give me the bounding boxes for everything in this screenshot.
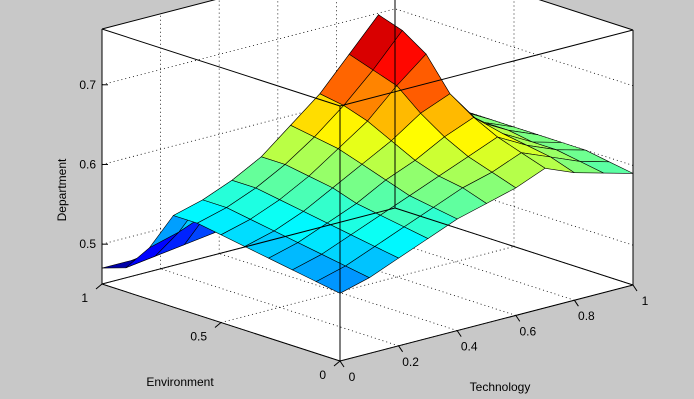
x-tick-label: 1 [642, 294, 649, 308]
x-tick-mark [339, 360, 345, 368]
x-tick-mark [398, 345, 404, 353]
y-tick-label: 0 [319, 368, 326, 382]
z-tick-label: 0.6 [79, 157, 96, 171]
grid-line [101, 8, 396, 86]
x-tick-mark [632, 284, 638, 292]
z-axis-label: Department [55, 158, 69, 221]
x-tick-label: 0.8 [578, 309, 595, 323]
x-tick-label: 0.2 [402, 355, 419, 369]
y-tick-mark [95, 283, 103, 290]
frame-edge [101, 207, 396, 285]
grid-line [394, 8, 634, 87]
z-tick-label: 0.7 [79, 78, 96, 92]
frame-edge [538, 0, 634, 31]
y-tick-label: 0.5 [190, 330, 207, 344]
frame-edge [101, 28, 341, 107]
x-tick-mark [456, 330, 462, 337]
y-tick-mark [214, 322, 222, 328]
y-tick-mark [333, 360, 341, 367]
frame-edge [394, 207, 634, 286]
frame-edge [339, 29, 634, 107]
tick-labels: 0 0.2 0.4 0.6 0.8 1 0 0.5 1 0.5 0.6 0.7 [79, 78, 648, 384]
grid-line [219, 253, 458, 331]
surface-patch [315, 265, 370, 294]
axis-frame [101, 0, 634, 362]
x-tick-label: 0.4 [461, 340, 478, 354]
surface-mesh [101, 13, 634, 294]
z-tick-label: 0.5 [79, 237, 96, 251]
grid-line [220, 246, 515, 323]
x-tick-label: 0 [349, 370, 356, 384]
grid-line [160, 268, 399, 347]
x-tick-mark [515, 315, 521, 322]
x-axis-label: Technology [470, 380, 531, 394]
frame-edge [101, 0, 216, 30]
frame-edge [339, 284, 634, 362]
x-tick-label: 0.6 [519, 324, 536, 338]
y-tick-label: 1 [81, 291, 88, 305]
y-axis-label: Environment [146, 375, 214, 389]
x-tick-mark [573, 299, 579, 307]
back-pane [102, 208, 633, 361]
